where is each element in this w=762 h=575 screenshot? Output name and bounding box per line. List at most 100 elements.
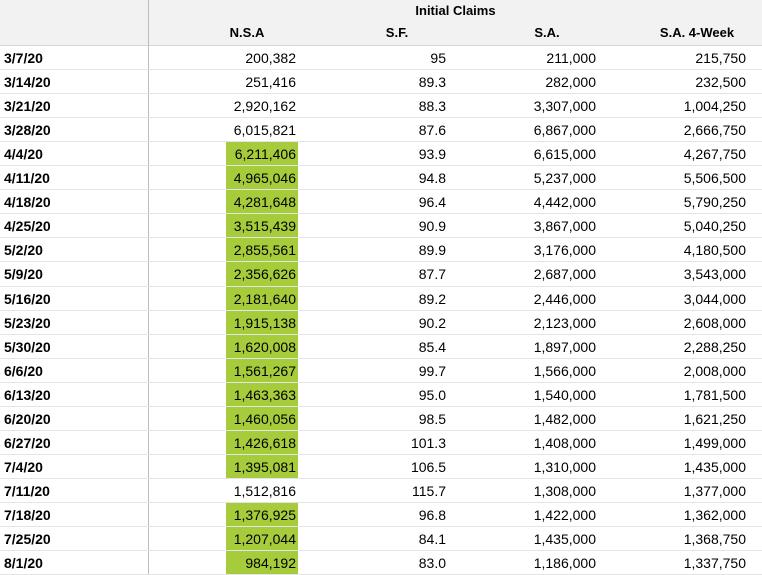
value-cell: 1,915,138 [233,314,296,331]
value-cell: 1,540,000 [533,386,596,403]
value-cell: 2,181,640 [233,290,296,307]
value-cell: 96.4 [418,194,446,211]
row-separator [0,285,762,287]
value-cell: 1,512,816 [233,482,296,499]
row-separator [0,213,762,215]
value-cell: 4,965,046 [233,170,296,187]
highlight [226,454,298,480]
highlight [226,334,298,360]
date-cell: 3/14/20 [4,74,51,91]
value-cell: 3,176,000 [533,242,596,259]
date-cell: 3/7/20 [4,50,43,66]
value-cell: 4,281,648 [233,194,296,211]
value-cell: 1,308,000 [533,482,596,499]
value-cell: 2,608,000 [683,314,746,331]
value-cell: 4,180,500 [683,242,746,259]
highlight [226,238,298,263]
date-cell: 3/28/20 [4,122,51,139]
row-separator [0,526,762,527]
value-cell: 85.4 [418,338,446,355]
value-cell: 2,687,000 [533,266,596,283]
value-cell: 2,288,250 [683,338,746,355]
highlight [226,286,298,312]
row-separator [0,550,762,552]
value-cell: 3,543,000 [683,266,746,283]
value-cell: 1,422,000 [533,506,596,523]
date-cell: 7/11/20 [4,482,50,499]
row-separator [0,333,762,335]
table-title: Initial Claims [415,3,496,18]
value-cell: 4,267,750 [683,146,746,163]
value-cell: 1,362,000 [683,506,746,523]
row-separator [0,141,762,143]
value-cell: 2,008,000 [683,362,746,379]
row-separator [0,405,762,407]
date-cell: 5/16/20 [4,290,51,307]
value-cell: 2,356,626 [233,266,296,283]
row-separator [0,165,762,167]
column-header: S.F. [385,25,409,40]
value-cell: 1,499,000 [683,434,746,451]
row-separator [0,429,762,431]
value-cell: 3,515,439 [233,218,296,235]
value-cell: 2,920,162 [233,98,296,115]
row-separator [0,117,762,119]
value-cell: 5,790,250 [683,194,746,211]
value-cell: 1,463,363 [233,386,296,403]
value-cell: 1,395,081 [233,458,296,475]
column-divider [148,0,149,575]
value-cell: 83.0 [418,555,446,572]
value-cell: 1,186,000 [533,555,596,572]
column-header: S.A. [534,25,560,40]
highlight [226,262,298,287]
value-cell: 88.3 [418,98,446,115]
value-cell: 1,376,925 [233,506,296,523]
highlight [226,430,298,456]
date-cell: 5/23/20 [4,314,51,331]
header-background [0,0,762,46]
value-cell: 94.8 [418,170,446,187]
value-cell: 87.7 [418,266,446,283]
value-cell: 1,368,750 [683,531,746,547]
date-cell: 5/30/20 [4,338,51,355]
value-cell: 1,460,056 [233,410,296,427]
date-cell: 5/9/20 [4,266,43,283]
value-cell: 89.2 [418,290,446,307]
value-cell: 211,000 [546,50,596,66]
value-cell: 215,750 [695,50,746,66]
date-cell: 4/18/20 [4,194,51,211]
column-header: S.A. 4-Week [659,25,735,40]
date-cell: 7/25/20 [4,531,51,547]
value-cell: 1,620,008 [233,338,296,355]
value-cell: 95 [430,50,446,66]
highlight [226,382,298,408]
value-cell: 101.3 [410,434,446,451]
row-separator [0,93,762,95]
value-cell: 1,781,500 [683,386,746,403]
date-cell: 4/25/20 [4,218,51,235]
date-cell: 4/11/20 [4,170,50,187]
value-cell: 1,482,000 [533,410,596,427]
value-cell: 99.7 [418,362,446,379]
row-separator [0,477,762,479]
value-cell: 96.8 [418,506,446,523]
value-cell: 1,337,750 [683,555,746,572]
value-cell: 95.0 [418,386,446,403]
value-cell: 2,123,000 [533,314,596,331]
highlight [226,406,298,432]
value-cell: 6,867,000 [533,122,596,139]
highlight [226,310,298,336]
highlight [226,166,298,191]
date-cell: 6/27/20 [4,434,51,451]
date-cell: 3/21/20 [4,98,51,115]
value-cell: 93.9 [418,146,446,163]
value-cell: 6,211,406 [234,146,296,163]
value-cell: 90.2 [418,314,446,331]
row-separator [0,309,762,311]
value-cell: 1,310,000 [533,458,596,475]
value-cell: 84.1 [418,531,446,547]
row-separator [0,237,762,239]
highlight [226,358,298,384]
row-separator [0,189,762,191]
date-cell: 7/4/20 [4,458,43,475]
